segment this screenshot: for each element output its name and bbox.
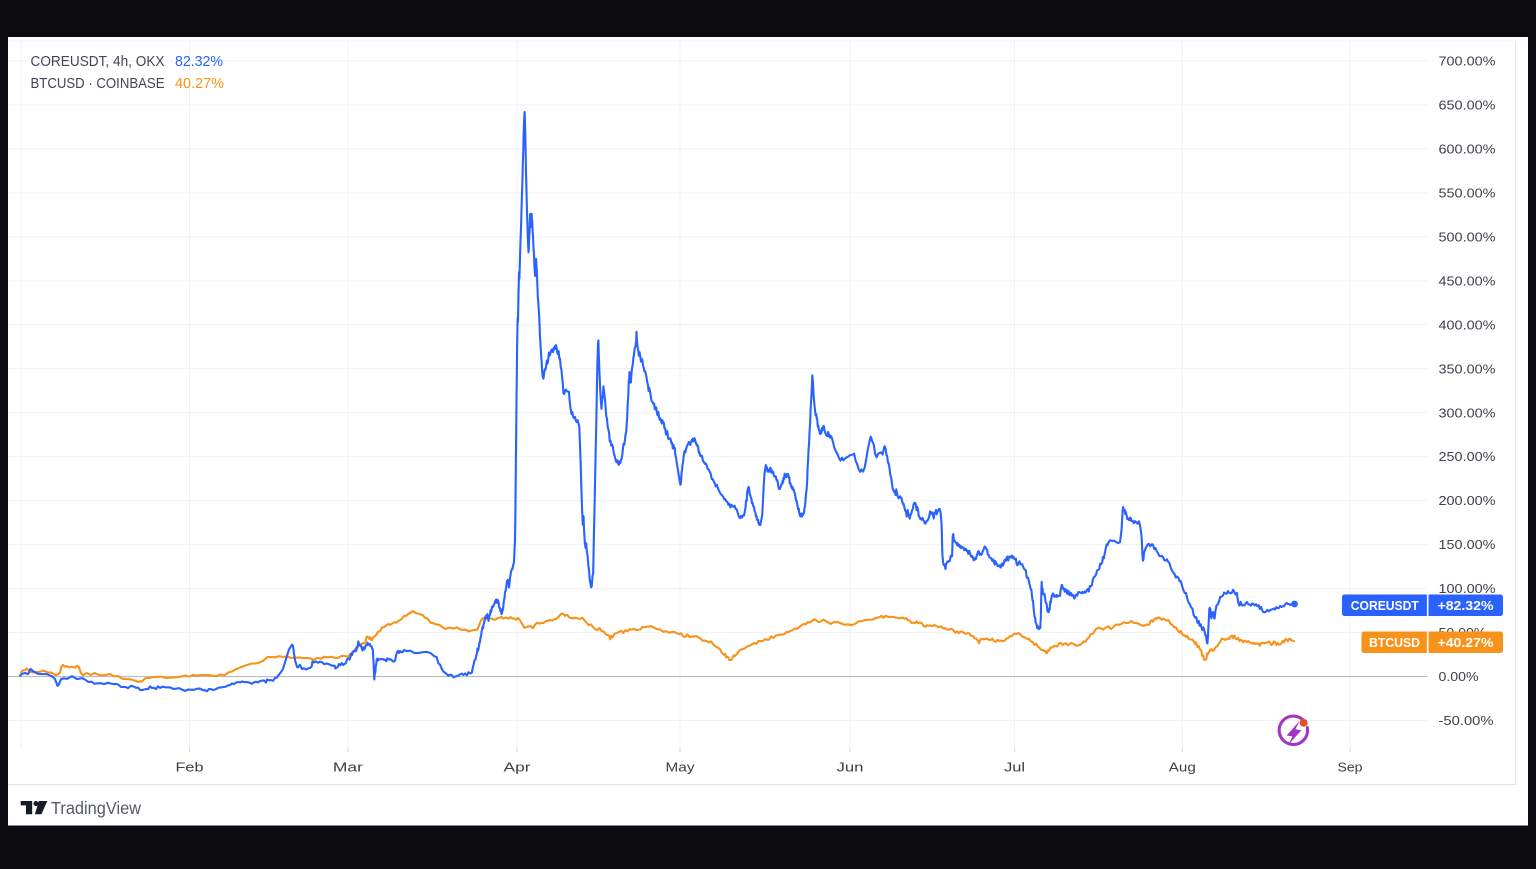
svg-text:Aug: Aug <box>1169 761 1196 775</box>
svg-text:550.00%: 550.00% <box>1439 186 1496 200</box>
svg-text:-50.00%: -50.00% <box>1439 714 1494 728</box>
svg-text:Jun: Jun <box>837 761 864 775</box>
svg-text:Jul: Jul <box>1004 761 1025 775</box>
svg-text:40.27%: 40.27% <box>175 75 224 92</box>
svg-text:300.00%: 300.00% <box>1439 406 1496 420</box>
svg-text:+82.32%: +82.32% <box>1438 599 1494 613</box>
svg-text:Feb: Feb <box>176 761 204 775</box>
svg-text:350.00%: 350.00% <box>1439 362 1496 376</box>
svg-text:150.00%: 150.00% <box>1439 538 1496 552</box>
svg-text:600.00%: 600.00% <box>1439 142 1496 156</box>
svg-text:500.00%: 500.00% <box>1439 230 1496 244</box>
svg-text:650.00%: 650.00% <box>1439 99 1496 113</box>
svg-text:100.00%: 100.00% <box>1439 582 1496 596</box>
svg-text:BTCUSD: BTCUSD <box>1369 636 1420 650</box>
svg-text:450.00%: 450.00% <box>1439 274 1496 288</box>
svg-text:COREUSDT, 4h, OKX: COREUSDT, 4h, OKX <box>31 53 165 70</box>
svg-text:400.00%: 400.00% <box>1439 318 1496 332</box>
svg-text:200.00%: 200.00% <box>1439 494 1496 508</box>
svg-text:Apr: Apr <box>504 761 531 775</box>
svg-text:May: May <box>666 761 696 775</box>
svg-text:250.00%: 250.00% <box>1439 450 1496 464</box>
svg-text:82.32%: 82.32% <box>175 53 223 70</box>
svg-text:BTCUSD · COINBASE: BTCUSD · COINBASE <box>31 75 165 92</box>
svg-text:0.00%: 0.00% <box>1439 670 1479 684</box>
svg-text:TradingView: TradingView <box>51 798 141 818</box>
svg-text:Mar: Mar <box>333 761 363 775</box>
svg-text:+40.27%: +40.27% <box>1438 636 1494 650</box>
svg-text:700.00%: 700.00% <box>1439 55 1496 69</box>
svg-text:Sep: Sep <box>1338 761 1363 775</box>
svg-text:COREUSDT: COREUSDT <box>1351 599 1419 613</box>
